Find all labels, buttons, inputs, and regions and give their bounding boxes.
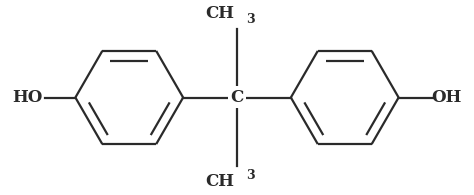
Text: C: C (230, 89, 244, 106)
Text: CH: CH (206, 173, 235, 190)
Text: CH: CH (206, 5, 235, 22)
Text: 3: 3 (246, 13, 255, 26)
Text: HO: HO (12, 89, 43, 106)
Text: 3: 3 (246, 169, 255, 182)
Text: OH: OH (431, 89, 462, 106)
